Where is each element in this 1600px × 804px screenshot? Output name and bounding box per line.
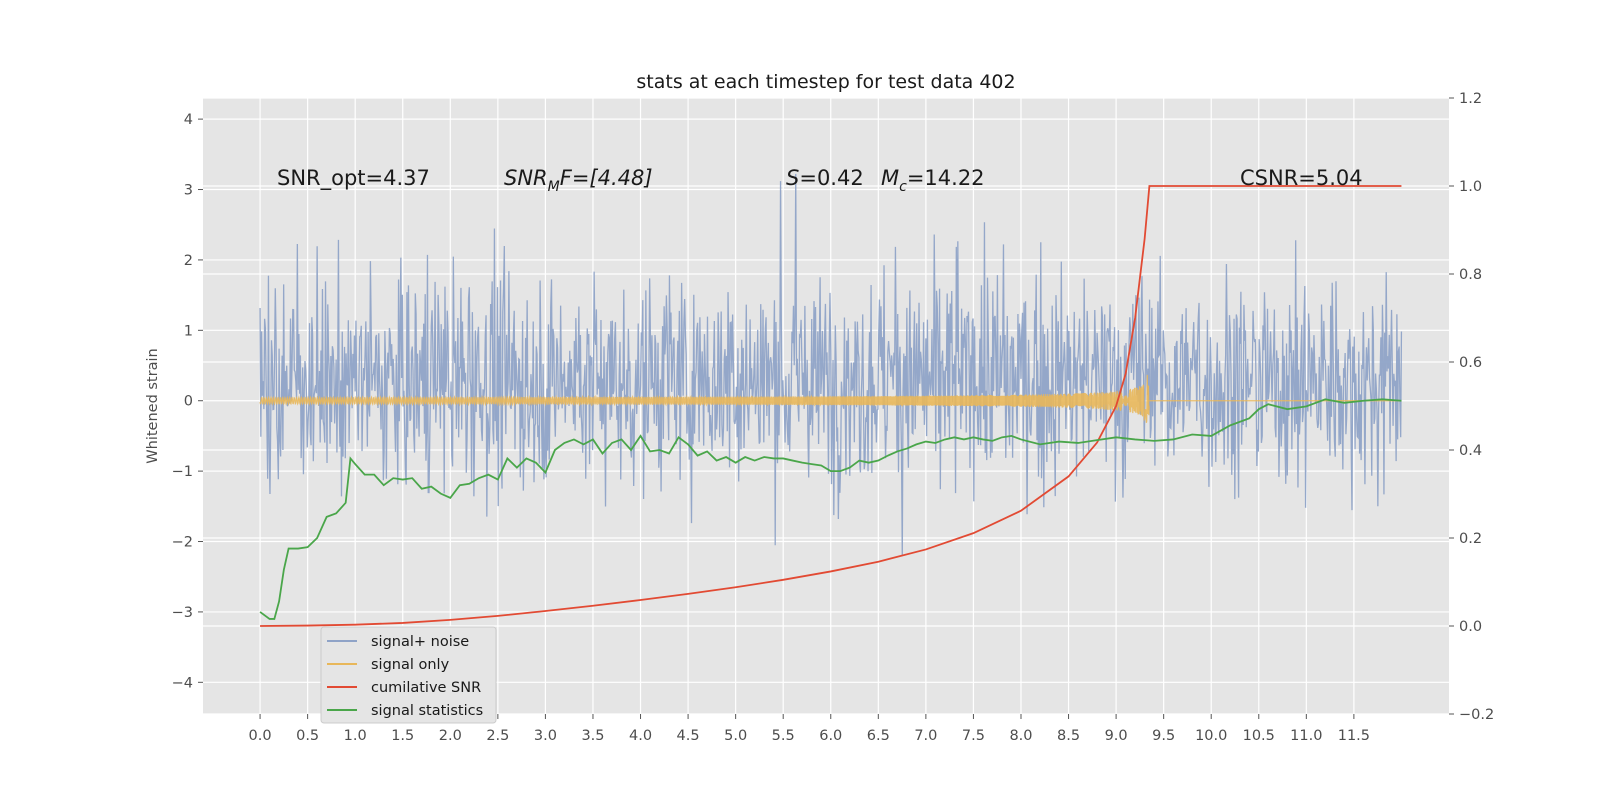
- x-tick-label: 5.0: [724, 728, 747, 744]
- x-tick-label: 5.5: [772, 728, 795, 744]
- y-tick-label: 0: [184, 394, 193, 410]
- x-tick-label: 9.5: [1152, 728, 1175, 744]
- annotation-snr-mf-sub: M: [548, 179, 560, 195]
- legend-item-signal-noise: signal+ noise: [371, 634, 469, 650]
- x-tick-label: 1.0: [344, 728, 367, 744]
- y2-tick-label: 1.2: [1459, 91, 1482, 107]
- x-tick-label: 4.5: [677, 728, 700, 744]
- x-tick-label: 4.0: [629, 728, 652, 744]
- x-tick-label: 9.0: [1105, 728, 1128, 744]
- annotation-s-value: =0.42: [799, 166, 863, 190]
- annotation-s: S=0.42: [786, 166, 864, 190]
- x-tick-label: 11.5: [1338, 728, 1370, 744]
- legend-item-cumulative-snr: cumilative SNR: [371, 680, 481, 696]
- annotation-csnr: CSNR=5.04: [1240, 166, 1363, 190]
- x-tick-label: 2.5: [486, 728, 509, 744]
- annotation-mc-value: =14.22: [907, 166, 985, 190]
- y-tick-label: −4: [172, 675, 193, 691]
- y-tick-label: 4: [184, 112, 193, 128]
- y-axis-ticks: 4 3 2 1 0 −1 −2 −3 −4: [172, 112, 203, 691]
- line-series: [259, 185, 1402, 627]
- y-tick-label: 1: [184, 323, 193, 339]
- annotation-snr-mf-value: F=[4.48]: [560, 166, 653, 190]
- y-tick-label: 2: [184, 253, 193, 269]
- x-tick-label: 7.5: [962, 728, 985, 744]
- x-tick-label: 11.0: [1290, 728, 1322, 744]
- x-tick-label: 10.5: [1243, 728, 1275, 744]
- legend: signal+ noise signal only cumilative SNR…: [320, 626, 497, 724]
- annotation-mc-sub: c: [899, 179, 907, 195]
- x-tick-label: 0.5: [296, 728, 319, 744]
- annotation-mc: Mc=14.22: [881, 166, 985, 195]
- series-signal-noise: [259, 173, 1403, 557]
- y2-tick-label: 0.8: [1459, 267, 1482, 283]
- annotation-mc-var: M: [881, 166, 899, 190]
- cumulative-snr-line: [260, 185, 1402, 627]
- x-tick-label: 10.0: [1195, 728, 1227, 744]
- x-tick-label: 0.0: [249, 728, 272, 744]
- annotation-snr-mf: SNRMF=[4.48]: [504, 166, 653, 195]
- legend-item-signal-only: signal only: [371, 657, 450, 673]
- annotation-snr-mf-var: SNR: [504, 166, 548, 190]
- y-tick-label: −2: [172, 535, 193, 551]
- x-tick-label: 8.0: [1009, 728, 1032, 744]
- x-tick-label: 3.5: [581, 728, 604, 744]
- legend-item-signal-statistics: signal statistics: [371, 703, 483, 719]
- y2-axis-ticks: 1.2 1.0 0.8 0.6 0.4 0.2 0.0 −0.2: [1449, 91, 1494, 723]
- x-tick-label: 1.5: [391, 728, 414, 744]
- y2-tick-label: 1.0: [1459, 179, 1482, 195]
- y-tick-label: −3: [172, 605, 193, 621]
- x-tick-label: 6.5: [867, 728, 890, 744]
- x-tick-label: 8.5: [1057, 728, 1080, 744]
- y2-tick-label: 0.2: [1459, 531, 1482, 547]
- y-tick-label: −1: [172, 464, 193, 480]
- x-tick-label: 3.0: [534, 728, 557, 744]
- signal-statistics-line: [259, 398, 1402, 620]
- annotation-snr-opt: SNR_opt=4.37: [277, 166, 430, 191]
- annotation-s-var: S: [786, 166, 799, 190]
- legend-box: [320, 626, 497, 724]
- y2-tick-label: −0.2: [1459, 707, 1494, 723]
- chart-title: stats at each timestep for test data 402: [636, 71, 1015, 93]
- y2-tick-label: 0.0: [1459, 619, 1482, 635]
- x-tick-label: 2.0: [439, 728, 462, 744]
- y2-tick-label: 0.4: [1459, 443, 1482, 459]
- x-tick-label: 6.0: [819, 728, 842, 744]
- y-axis-label: Whitened strain: [145, 348, 161, 463]
- x-axis-ticks: 0.0 0.5 1.0 1.5 2.0 2.5 3.0 3.5 4.0 4.5 5.0 5.5 6.0 6…: [249, 714, 1370, 744]
- y2-tick-label: 0.6: [1459, 355, 1482, 371]
- x-tick-label: 7.0: [914, 728, 937, 744]
- signal-noise-line: [259, 173, 1403, 557]
- y-tick-label: 3: [184, 183, 193, 199]
